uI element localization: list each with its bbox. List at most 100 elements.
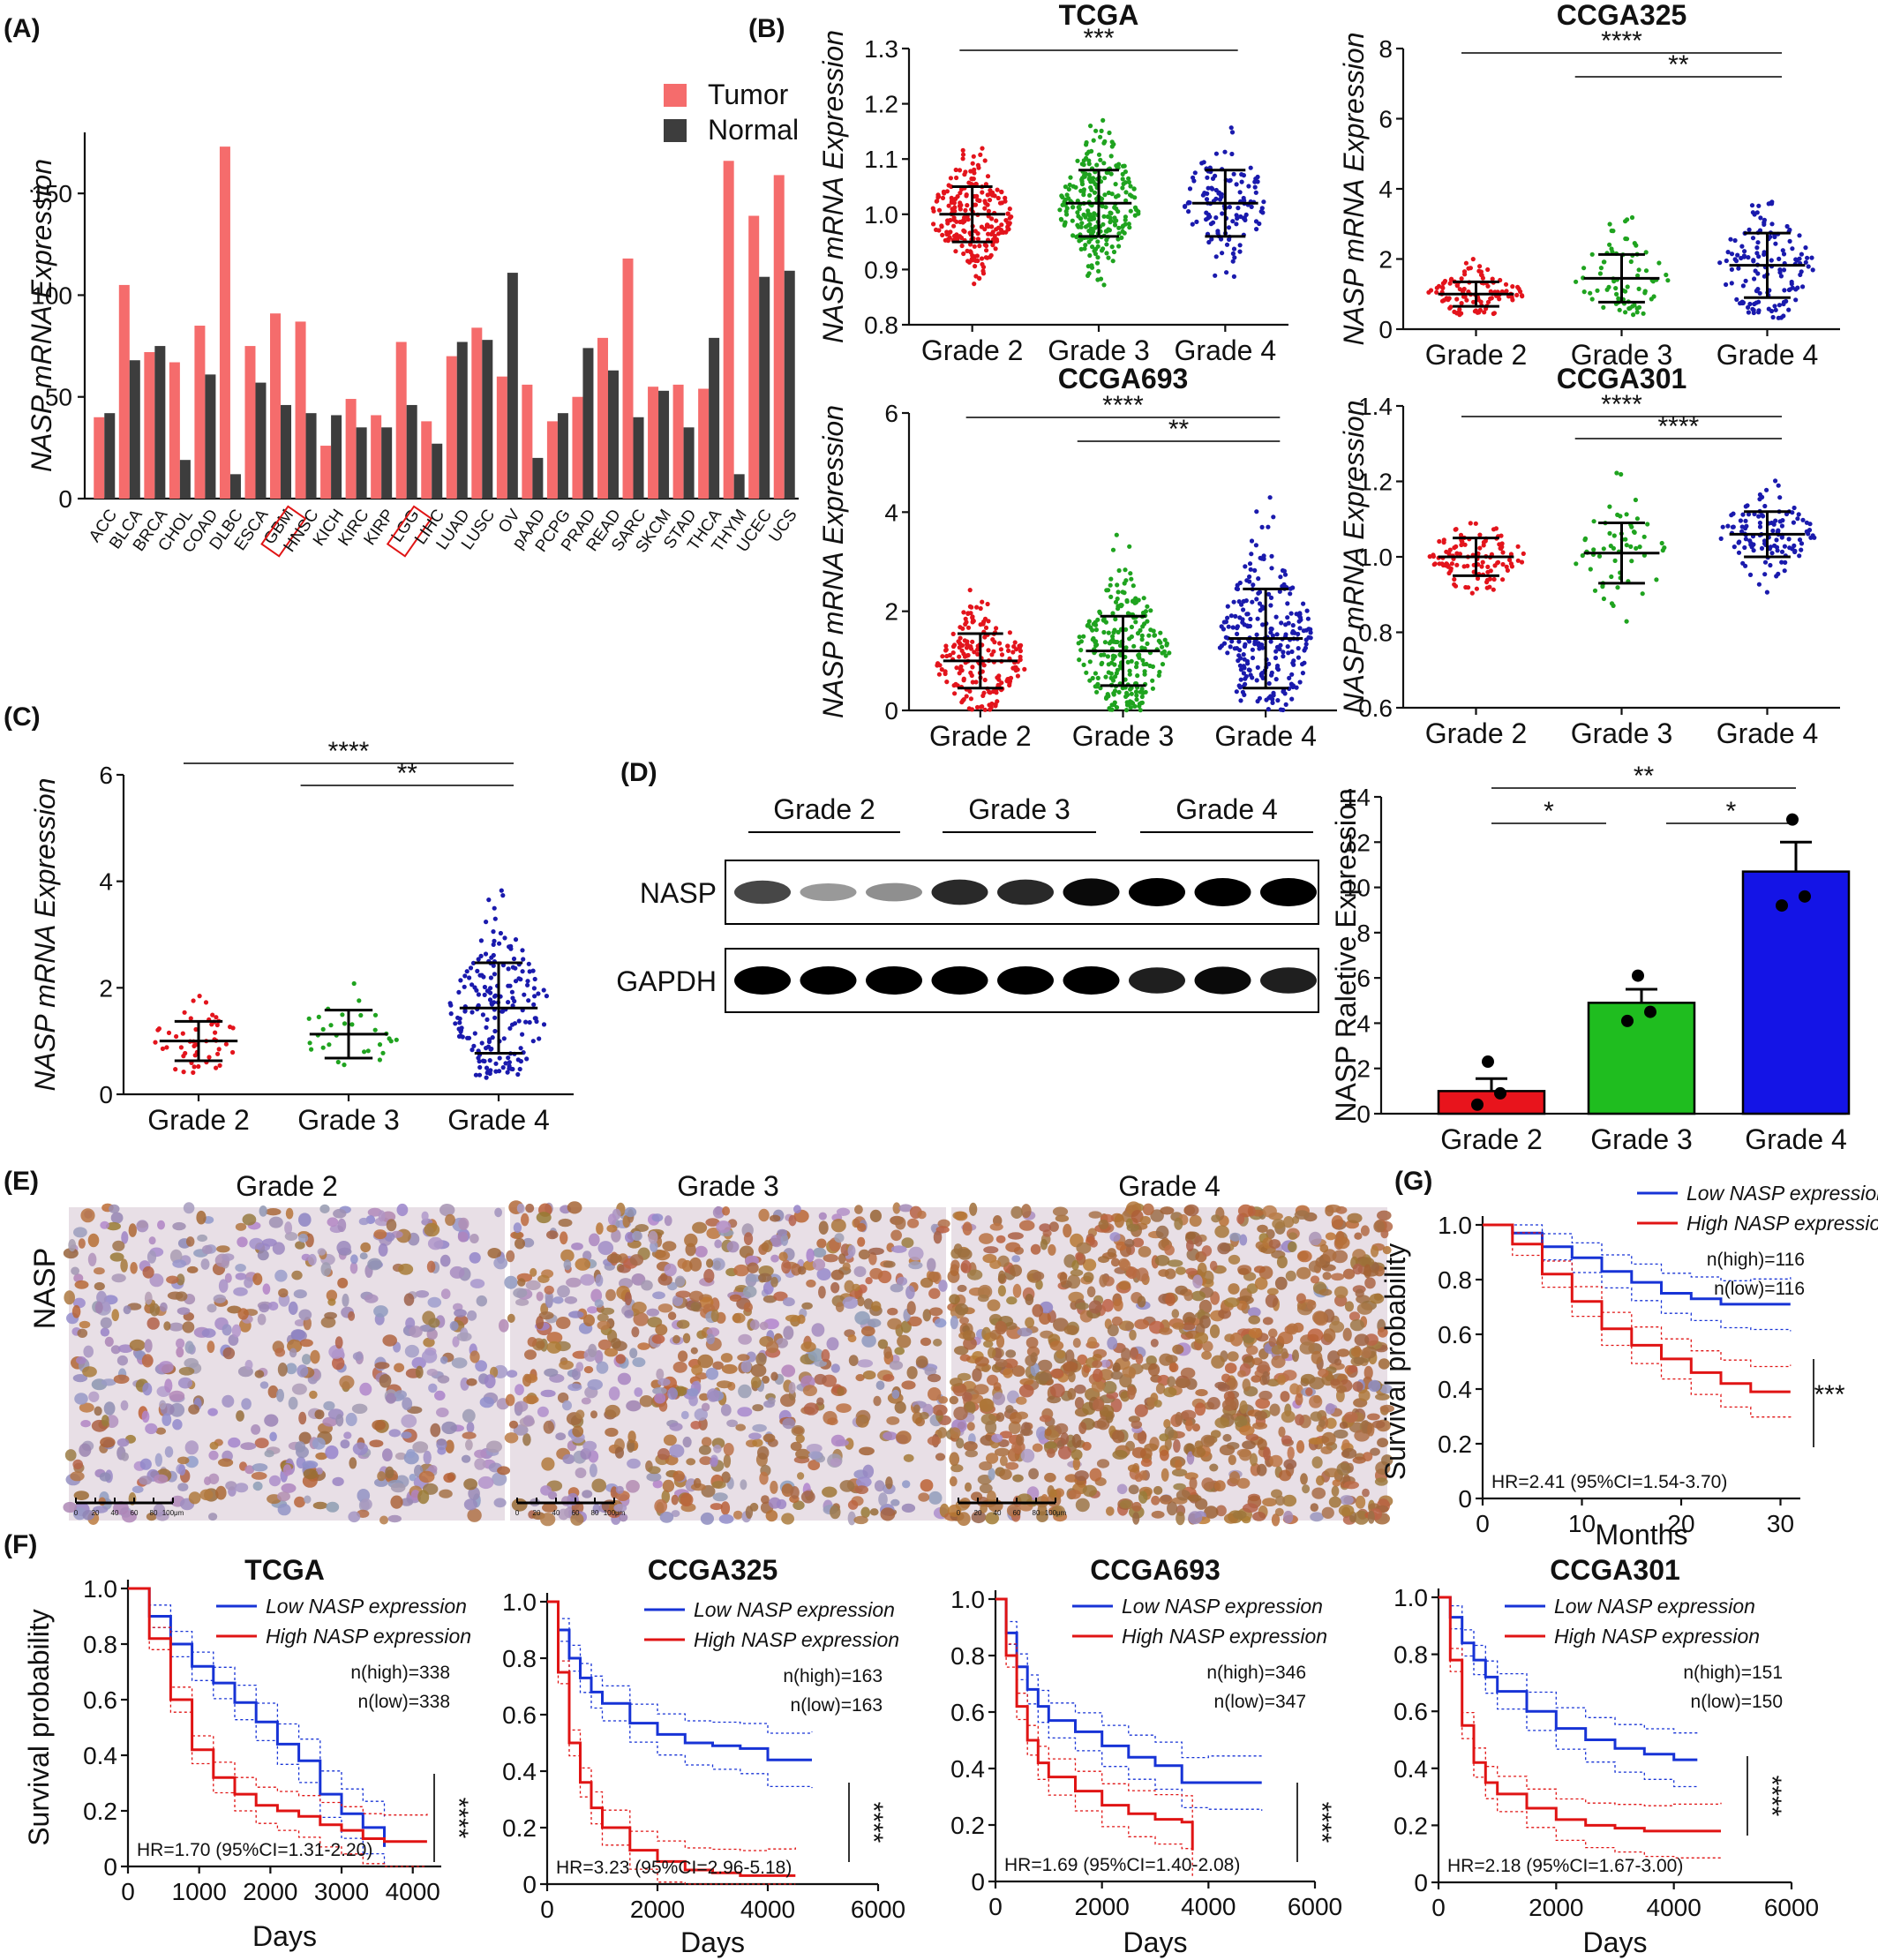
cell-nucleus <box>1201 1245 1213 1257</box>
data-point <box>1632 303 1637 308</box>
ihc-row-label: NASP <box>28 1248 62 1330</box>
data-point <box>1094 684 1100 689</box>
cell-nucleus <box>542 1503 558 1513</box>
data-point <box>985 601 990 607</box>
cell-nucleus <box>1144 1443 1159 1452</box>
cell-nucleus <box>1281 1435 1292 1445</box>
cell-nucleus <box>176 1273 185 1286</box>
cell-nucleus <box>415 1290 430 1298</box>
cell-nucleus <box>63 1248 79 1259</box>
data-point <box>1260 675 1266 681</box>
cell-nucleus <box>1164 1438 1172 1451</box>
cell-nucleus <box>1074 1397 1085 1409</box>
cell-nucleus <box>1282 1370 1297 1381</box>
data-point <box>1102 192 1108 198</box>
cell-nucleus <box>1171 1309 1180 1318</box>
cell-nucleus <box>434 1390 446 1401</box>
data-point <box>1274 632 1280 637</box>
cell-nucleus <box>1266 1288 1279 1295</box>
cell-nucleus <box>351 1403 368 1415</box>
scale-tick-label: 80 <box>591 1509 599 1517</box>
cell-nucleus <box>1239 1425 1255 1436</box>
blot-band <box>800 966 857 995</box>
cell-nucleus <box>515 1384 524 1396</box>
cell-nucleus <box>176 1338 185 1349</box>
bar-tumor <box>371 415 382 499</box>
data-point <box>1257 221 1262 227</box>
cell-nucleus <box>1159 1494 1173 1505</box>
cell-nucleus <box>154 1474 169 1484</box>
data-point <box>1185 200 1191 206</box>
cell-nucleus <box>544 1285 554 1295</box>
data-point <box>1290 628 1296 635</box>
data-point <box>1762 250 1767 255</box>
data-point <box>1773 518 1778 523</box>
cell-nucleus <box>415 1365 424 1379</box>
cell-nucleus <box>251 1424 261 1435</box>
data-point <box>482 992 487 997</box>
cell-nucleus <box>907 1218 920 1228</box>
data-point <box>458 1033 463 1039</box>
data-point <box>1588 567 1593 572</box>
data-point <box>1728 237 1733 242</box>
cell-nucleus <box>716 1380 732 1389</box>
data-point <box>994 237 999 242</box>
cell-nucleus <box>971 1511 987 1524</box>
cell-nucleus <box>412 1441 429 1453</box>
cell-nucleus <box>101 1378 116 1386</box>
cell-nucleus <box>806 1279 816 1288</box>
data-point <box>1782 544 1787 549</box>
cell-nucleus <box>853 1515 868 1525</box>
cell-nucleus <box>298 1309 312 1321</box>
data-point <box>1084 670 1089 675</box>
cell-nucleus <box>957 1284 967 1293</box>
data-point <box>1615 585 1620 590</box>
data-point <box>1446 564 1451 569</box>
cell-nucleus <box>1321 1506 1334 1520</box>
cell-nucleus <box>1340 1495 1354 1506</box>
cell-nucleus <box>690 1421 702 1430</box>
cell-nucleus <box>208 1473 220 1485</box>
data-point <box>1205 175 1210 180</box>
cell-nucleus <box>733 1264 749 1277</box>
cell-nucleus <box>1324 1468 1341 1477</box>
cell-nucleus <box>558 1508 569 1521</box>
cell-nucleus <box>1321 1264 1336 1272</box>
data-point <box>1487 576 1492 582</box>
cell-nucleus <box>568 1310 584 1318</box>
data-point <box>1641 534 1647 539</box>
data-point <box>309 1047 314 1052</box>
data-point <box>980 704 985 710</box>
cell-nucleus <box>387 1514 402 1523</box>
data-point <box>1257 695 1262 701</box>
bar-tumor <box>648 387 659 499</box>
cell-nucleus <box>1110 1398 1123 1413</box>
data-point <box>1617 307 1622 312</box>
cell-nucleus <box>1018 1384 1034 1398</box>
data-point <box>1123 222 1128 227</box>
cell-nucleus <box>700 1512 715 1525</box>
data-point <box>958 191 963 196</box>
cell-nucleus <box>758 1273 772 1283</box>
cell-nucleus <box>979 1483 993 1494</box>
data-point <box>1444 549 1449 554</box>
data-point <box>1285 601 1290 606</box>
cell-nucleus <box>452 1336 460 1348</box>
cell-nucleus <box>651 1213 664 1222</box>
data-point <box>1164 641 1169 647</box>
data-point <box>1113 194 1119 199</box>
data-point <box>1066 186 1071 192</box>
cell-nucleus <box>121 1231 129 1244</box>
cell-nucleus <box>1118 1320 1135 1332</box>
data-point <box>1242 665 1247 671</box>
cell-nucleus <box>336 1241 351 1255</box>
cell-nucleus <box>477 1476 494 1490</box>
data-point <box>1237 190 1243 195</box>
cell-nucleus <box>358 1217 369 1226</box>
cell-nucleus <box>337 1218 347 1233</box>
cell-nucleus <box>669 1444 685 1458</box>
cell-nucleus <box>303 1468 318 1480</box>
cell-nucleus <box>690 1302 701 1312</box>
cell-nucleus <box>808 1451 823 1460</box>
cell-nucleus <box>801 1302 813 1310</box>
